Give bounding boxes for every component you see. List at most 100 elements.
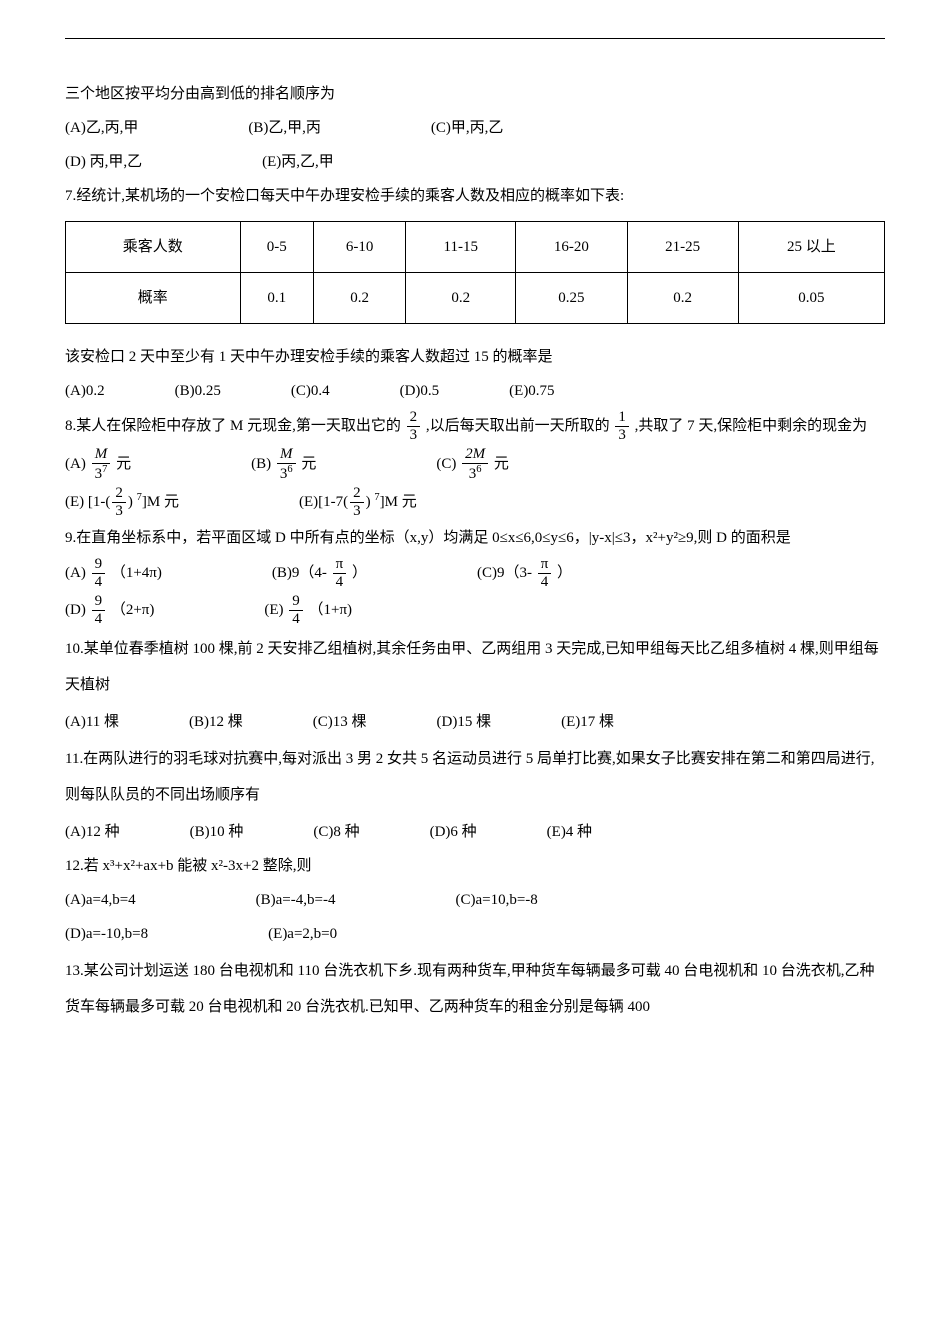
opt-label: (B)9（4- (272, 564, 327, 580)
q7-options: (A)0.2 (B)0.25 (C)0.4 (D)0.5 (E)0.75 (65, 376, 885, 406)
q8-options-row1: (A) M 37 元 (B) M 36 元 (C) 2M 36 元 (65, 447, 885, 482)
frac-num: M (277, 447, 296, 464)
opt-tail: ） (557, 564, 572, 580)
q9-options-row2: (D) 9 4 （2+π) (E) 9 4 （1+π) (65, 594, 885, 627)
den-sup: 6 (287, 464, 292, 475)
fraction-icon: π 4 (333, 557, 347, 590)
fraction-icon: 2M 36 (462, 447, 488, 482)
frac-num: 9 (92, 557, 106, 574)
q7-td-6: 0.05 (738, 272, 884, 323)
q10-opt-e: (E)17 棵 (561, 707, 614, 737)
opt-suffix: 元 (116, 455, 131, 471)
q7-td-0: 概率 (66, 272, 241, 323)
q11-options: (A)12 种 (B)10 种 (C)8 种 (D)6 种 (E)4 种 (65, 817, 885, 847)
den-base: 3 (95, 466, 103, 482)
fraction-icon: 9 4 (289, 594, 303, 627)
q7-th-3: 11-15 (406, 221, 516, 272)
frac-den: 3 (350, 503, 364, 519)
opt-label: (D) (65, 601, 90, 617)
q6-opt-b: (B)乙,甲,丙 (248, 113, 321, 143)
q9-opt-a: (A) 9 4 （1+4π) (65, 557, 162, 590)
frac-num: π (538, 557, 552, 574)
q6-options-row1: (A)乙,丙,甲 (B)乙,甲,丙 (C)甲,丙,乙 (65, 113, 885, 143)
frac-num: 2 (350, 486, 364, 503)
frac-num: 1 (615, 410, 629, 427)
opt-label: (A) (65, 455, 90, 471)
q12-opt-d: (D)a=-10,b=8 (65, 919, 148, 949)
q12-options-row2: (D)a=-10,b=8 (E)a=2,b=0 (65, 919, 885, 949)
q12-opt-b: (B)a=-4,b=-4 (256, 885, 336, 915)
page-top-rule (65, 38, 885, 39)
frac-num: 9 (289, 594, 303, 611)
q6-opt-e: (E)丙,乙,甲 (262, 147, 334, 177)
opt-tail: （1+4π) (111, 564, 162, 580)
q7-th-0: 乘客人数 (66, 221, 241, 272)
q7-th-1: 0-5 (240, 221, 313, 272)
den-sup: 7 (102, 464, 107, 475)
opt-tail: （2+π) (111, 601, 155, 617)
fraction-icon: π 4 (538, 557, 552, 590)
q10-opt-d: (D)15 棵 (437, 707, 492, 737)
fraction-icon: 2 3 (407, 410, 421, 443)
q6-stem: 三个地区按平均分由高到低的排名顺序为 (65, 79, 885, 109)
q6-options-row2: (D) 丙,甲,乙 (E)丙,乙,甲 (65, 147, 885, 177)
q10-stem: 10.某单位春季植树 100 棵,前 2 天安排乙组植树,其余任务由甲、乙两组用… (65, 631, 885, 703)
opt-label: (C)9（3- (477, 564, 532, 580)
q8-opt-b: (B) M 36 元 (251, 447, 316, 482)
q10-opt-b: (B)12 棵 (189, 707, 243, 737)
q13-stem: 13.某公司计划运送 180 台电视机和 110 台洗衣机下乡.现有两种货车,甲… (65, 953, 885, 1025)
q11-opt-a: (A)12 种 (65, 817, 120, 847)
q11-stem: 11.在两队进行的羽毛球对抗赛中,每对派出 3 男 2 女共 5 名运动员进行 … (65, 741, 885, 813)
opt-suffix: ]M 元 (380, 493, 417, 509)
opt-label: (E) [1-( (65, 493, 110, 509)
fraction-icon: 2 3 (112, 486, 126, 519)
opt-label: (E) (264, 601, 287, 617)
opt-label: (C) (436, 455, 460, 471)
q7-opt-e: (E)0.75 (509, 376, 554, 406)
frac-den: 4 (92, 574, 106, 590)
frac-num: 2 (112, 486, 126, 503)
q8-opt-e: (E)[1-7( 2 3 ) 7]M 元 (299, 486, 417, 519)
q12-options-row1: (A)a=4,b=4 (B)a=-4,b=-4 (C)a=10,b=-8 (65, 885, 885, 915)
q11-opt-c: (C)8 种 (313, 817, 359, 847)
frac-den: 3 (615, 427, 629, 443)
frac-num: 2 (407, 410, 421, 427)
frac-num: M (92, 447, 111, 464)
q12-stem: 12.若 x³+x²+ax+b 能被 x²-3x+2 整除,则 (65, 851, 885, 881)
q9-opt-d: (D) 9 4 （2+π) (65, 594, 154, 627)
q8-mid: ,以后每天取出前一天所取的 (426, 417, 610, 433)
frac-den: 4 (289, 611, 303, 627)
q7-stem: 7.经统计,某机场的一个安检口每天中午办理安检手续的乘客人数及相应的概率如下表: (65, 181, 885, 211)
q10-options: (A)11 棵 (B)12 棵 (C)13 棵 (D)15 棵 (E)17 棵 (65, 707, 885, 737)
q7-th-4: 16-20 (516, 221, 627, 272)
opt-suffix: 元 (494, 455, 509, 471)
opt-label: (E)[1-7( (299, 493, 348, 509)
q7-opt-d: (D)0.5 (400, 376, 440, 406)
q7-line2: 该安检口 2 天中至少有 1 天中午办理安检手续的乘客人数超过 15 的概率是 (65, 342, 885, 372)
q7-opt-a: (A)0.2 (65, 376, 105, 406)
frac-den: 3 (407, 427, 421, 443)
q8-opt-d: (E) [1-( 2 3 ) 7]M 元 (65, 486, 179, 519)
opt-suffix: 元 (301, 455, 316, 471)
fraction-icon: 1 3 (615, 410, 629, 443)
q7-th-5: 21-25 (627, 221, 738, 272)
q7-opt-c: (C)0.4 (291, 376, 330, 406)
q10-opt-a: (A)11 棵 (65, 707, 119, 737)
frac-den: 4 (538, 574, 552, 590)
q8-options-row2: (E) [1-( 2 3 ) 7]M 元 (E)[1-7( 2 3 ) 7]M … (65, 486, 885, 519)
frac-den: 3 (112, 503, 126, 519)
frac-den: 4 (333, 574, 347, 590)
q11-opt-e: (E)4 种 (547, 817, 592, 847)
q7-td-2: 0.2 (313, 272, 405, 323)
q8-post: ,共取了 7 天,保险柜中剩余的现金为 (635, 417, 868, 433)
q7-td-1: 0.1 (240, 272, 313, 323)
fraction-icon: M 36 (277, 447, 296, 482)
q7-opt-b: (B)0.25 (175, 376, 221, 406)
frac-den: 36 (277, 464, 296, 482)
q7-th-6: 25 以上 (738, 221, 884, 272)
q9-opt-b: (B)9（4- π 4 ） (272, 557, 367, 590)
frac-den: 36 (462, 464, 488, 482)
q7-th-2: 6-10 (313, 221, 405, 272)
table-row: 乘客人数 0-5 6-10 11-15 16-20 21-25 25 以上 (66, 221, 885, 272)
q7-td-5: 0.2 (627, 272, 738, 323)
